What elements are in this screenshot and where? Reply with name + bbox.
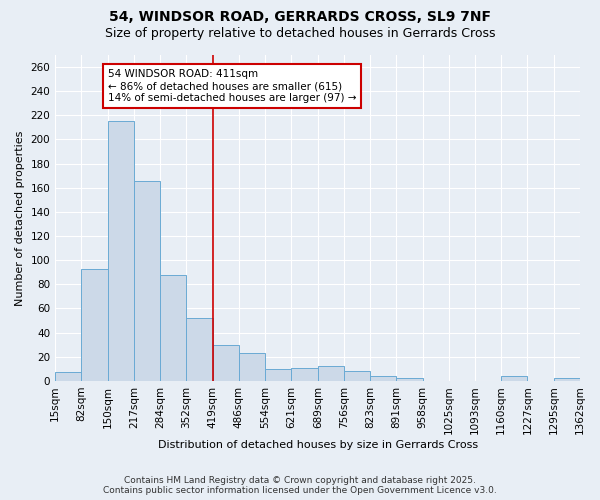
Bar [160, 274, 187, 381]
Bar [370, 376, 397, 381]
Y-axis label: Number of detached properties: Number of detached properties [15, 130, 25, 306]
Bar [187, 318, 212, 381]
Bar [318, 366, 344, 381]
X-axis label: Distribution of detached houses by size in Gerrards Cross: Distribution of detached houses by size … [158, 440, 478, 450]
Bar [108, 122, 134, 381]
Bar [239, 353, 265, 381]
Bar [265, 369, 291, 381]
Bar [81, 268, 108, 381]
Text: Contains HM Land Registry data © Crown copyright and database right 2025.
Contai: Contains HM Land Registry data © Crown c… [103, 476, 497, 495]
Bar [212, 344, 239, 381]
Bar [344, 371, 370, 381]
Bar [291, 368, 318, 381]
Bar [554, 378, 580, 381]
Bar [501, 376, 527, 381]
Bar [134, 180, 160, 381]
Text: Size of property relative to detached houses in Gerrards Cross: Size of property relative to detached ho… [105, 28, 495, 40]
Bar [55, 372, 81, 381]
Bar [397, 378, 422, 381]
Text: 54, WINDSOR ROAD, GERRARDS CROSS, SL9 7NF: 54, WINDSOR ROAD, GERRARDS CROSS, SL9 7N… [109, 10, 491, 24]
Text: 54 WINDSOR ROAD: 411sqm
← 86% of detached houses are smaller (615)
14% of semi-d: 54 WINDSOR ROAD: 411sqm ← 86% of detache… [108, 70, 356, 102]
